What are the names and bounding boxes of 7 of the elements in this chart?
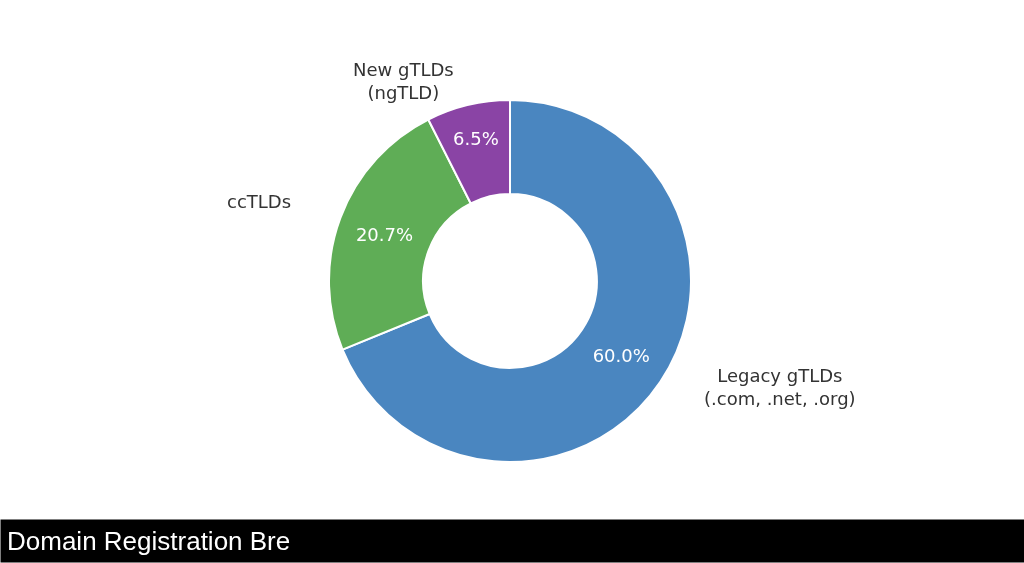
text: Domain Registration Bre	[7, 526, 291, 556]
slice-label: New gTLDs (ngTLD)	[353, 59, 454, 104]
slice-label: ccTLDs	[227, 191, 292, 212]
data-label: 60.0%	[592, 345, 650, 367]
data-label: 20.7%	[355, 223, 414, 245]
slice-label: Legacy gTLDs (.com, .net, .org)	[704, 365, 856, 410]
data-label: 6.5%	[453, 127, 499, 149]
